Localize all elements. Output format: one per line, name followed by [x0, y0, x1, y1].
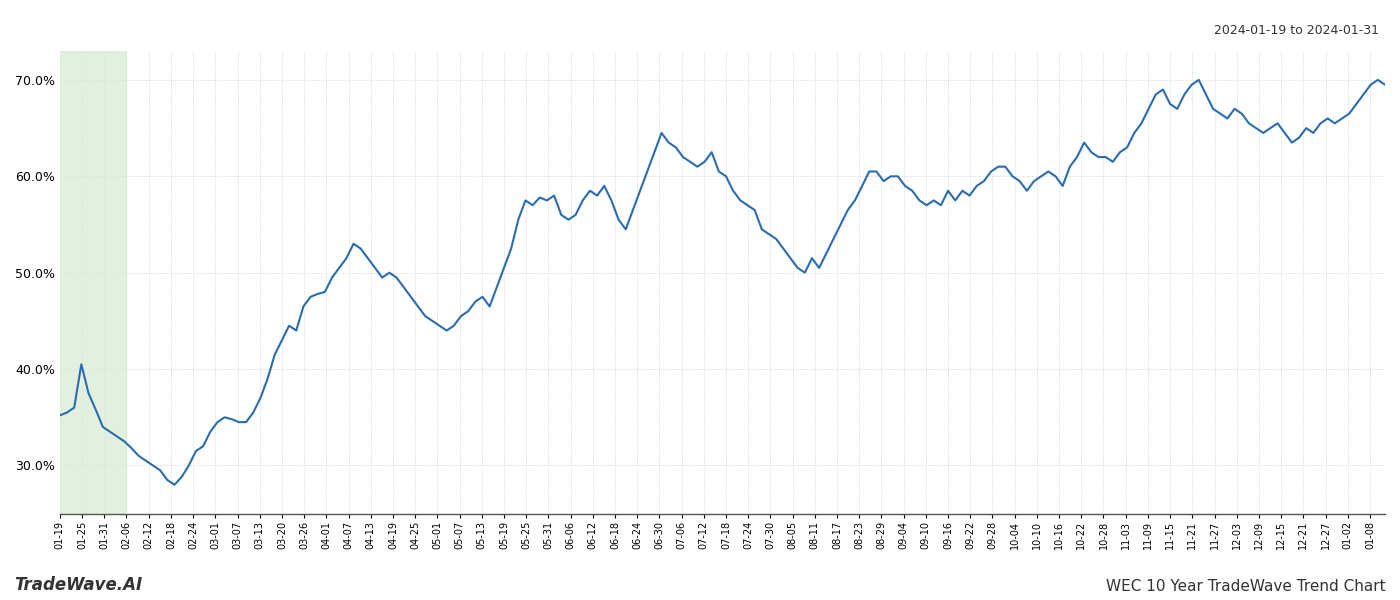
Text: TradeWave.AI: TradeWave.AI: [14, 576, 143, 594]
Text: 2024-01-19 to 2024-01-31: 2024-01-19 to 2024-01-31: [1214, 24, 1379, 37]
Text: WEC 10 Year TradeWave Trend Chart: WEC 10 Year TradeWave Trend Chart: [1106, 579, 1386, 594]
Bar: [60, 51, 126, 514]
